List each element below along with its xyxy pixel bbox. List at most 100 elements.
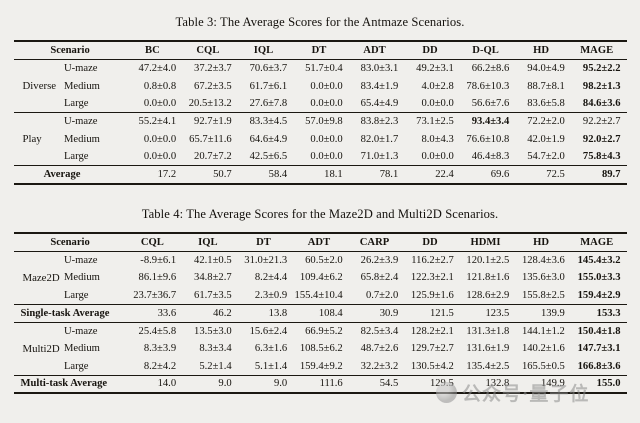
- average-row-label: Average: [43, 169, 81, 181]
- score-cell: 23.7±36.7: [133, 289, 177, 301]
- score-cell: 140.2±1.6: [521, 343, 565, 355]
- score-cell: 37.2±3.7: [194, 63, 232, 75]
- score-cell: 128.2±2.1: [410, 325, 454, 337]
- method-column-header: DD: [422, 236, 438, 248]
- score-cell: 0.0±0.0: [421, 151, 454, 163]
- maze-size-label: Large: [63, 151, 89, 163]
- score-cell: 56.6±7.6: [471, 97, 510, 109]
- score-cell: 75.8±4.3: [582, 151, 621, 163]
- score-cell: 108.5±6.2: [299, 343, 343, 355]
- score-cell: 32.2±3.2: [360, 360, 399, 372]
- average-score-cell: 33.6: [157, 307, 177, 319]
- score-cell: 155.4±10.4: [294, 289, 343, 301]
- average-score-cell: 108.4: [318, 307, 343, 319]
- score-cell: 46.4±8.3: [471, 151, 510, 163]
- maze-size-label: U-maze: [63, 116, 98, 128]
- score-cell: 73.1±2.5: [416, 116, 454, 128]
- method-column-header: MAGE: [580, 236, 614, 248]
- score-cell: 65.7±11.6: [189, 133, 232, 145]
- average-score-cell: 58.4: [268, 169, 288, 181]
- average-score-cell: 9.0: [218, 378, 232, 390]
- score-cell: 83.3±4.5: [249, 116, 288, 128]
- score-cell: 64.6±4.9: [249, 133, 288, 145]
- score-cell: 83.4±1.9: [360, 80, 399, 92]
- score-cell: 25.4±5.8: [138, 325, 177, 337]
- average-score-cell: 139.9: [541, 307, 565, 319]
- method-column-header: DT: [311, 45, 327, 56]
- score-cell: 83.8±2.3: [360, 116, 399, 128]
- score-cell: 2.3±0.9: [254, 289, 288, 301]
- table4-maze2d-multi2d-scores: Scenario CQL IQL DT ADT CARP DD HDMI HD MAGE Maze2…: [13, 231, 627, 395]
- score-cell: 121.8±1.6: [466, 272, 510, 284]
- table-row: Medium 86.1±9.6 34.8±2.7 8.2±4.4 109.4±6.2 65…: [14, 269, 627, 286]
- score-cell: 8.3±3.9: [143, 343, 177, 355]
- score-cell: 116.2±2.7: [411, 255, 454, 267]
- average-score-cell: 14.0: [157, 378, 177, 390]
- maze-size-label: Large: [63, 97, 89, 109]
- score-cell: 135.6±3.0: [521, 272, 565, 284]
- score-cell: 0.8±0.8: [143, 80, 177, 92]
- score-cell: 82.5±3.4: [360, 325, 399, 337]
- table3-antmaze-scores: Scenario BC CQL IQL DT ADT DD D-QL HD MAGE Diverse…: [13, 40, 627, 185]
- score-cell: 159.4±9.2: [299, 360, 343, 372]
- score-cell: 8.2±4.2: [143, 360, 177, 372]
- method-column-header: DD: [422, 45, 438, 56]
- table-row: Diverse U-maze 47.2±4.0 37.2±3.7 70.6±3.7 51.…: [14, 60, 627, 92]
- score-cell: 0.0±0.0: [143, 97, 177, 109]
- method-column-header: HD: [533, 236, 550, 248]
- score-cell: 0.0±0.0: [143, 133, 177, 145]
- method-column-header: HDMI: [470, 236, 501, 248]
- score-cell: 86.1±9.6: [138, 272, 177, 284]
- score-cell: 155.8±2.5: [521, 289, 565, 301]
- score-cell: -8.9±6.1: [140, 255, 177, 267]
- score-cell: 72.2±2.0: [527, 116, 565, 128]
- score-cell: 83.6±5.8: [527, 97, 565, 109]
- scenario-group-label: Multi2D: [22, 342, 60, 355]
- score-cell: 5.2±1.4: [199, 360, 232, 372]
- score-cell: 34.8±2.7: [194, 272, 232, 284]
- table-row: Medium 0.0±0.0 65.7±11.6 64.6±4.9 0.0±0.0 82.…: [14, 131, 627, 148]
- score-cell: 0.0±0.0: [310, 151, 343, 163]
- score-cell: 147.7±3.1: [577, 343, 621, 355]
- average-row-label: Single-task Average: [20, 307, 110, 319]
- score-cell: 83.0±3.1: [360, 63, 399, 75]
- score-cell: 65.4±4.9: [360, 97, 399, 109]
- header-row: Scenario CQL IQL DT ADT CARP DD HDMI HD MAGE: [13, 233, 627, 252]
- average-score-cell: 121.5: [429, 307, 454, 319]
- score-cell: 122.3±2.1: [410, 272, 454, 284]
- score-cell: 70.6±3.7: [249, 63, 288, 75]
- score-cell: 8.0±4.3: [421, 133, 454, 145]
- average-score-cell: 13.8: [268, 307, 288, 319]
- score-cell: 129.7±2.7: [410, 343, 454, 355]
- average-score-cell: 78.1: [379, 169, 399, 181]
- header-row: Scenario BC CQL IQL DT ADT DD D-QL HD MAGE: [13, 41, 627, 60]
- method-column-header: MAGE: [580, 45, 614, 56]
- average-score-cell: 22.4: [435, 169, 454, 181]
- score-cell: 57.0±9.8: [305, 116, 343, 128]
- average-score-cell: 149.9: [541, 378, 565, 390]
- score-cell: 135.4±2.5: [466, 360, 510, 372]
- maze-size-label: Medium: [63, 343, 100, 355]
- maze-size-label: U-maze: [63, 325, 98, 337]
- score-cell: 92.0±2.7: [582, 133, 621, 145]
- score-cell: 65.8±2.4: [360, 272, 399, 284]
- scenario-column-header: Scenario: [50, 236, 90, 248]
- score-cell: 66.9±5.2: [305, 325, 343, 337]
- method-column-header: D-QL: [472, 45, 499, 56]
- score-cell: 128.4±3.6: [521, 255, 565, 267]
- score-cell: 130.5±4.2: [410, 360, 454, 372]
- table-row: Multi2D U-maze 25.4±5.8 13.5±3.0 15.6±2.4 66.…: [14, 322, 627, 355]
- table-row: Medium 8.3±3.9 8.3±3.4 6.3±1.6 108.5±6.2 48.7…: [14, 340, 627, 357]
- average-score-cell: 9.0: [273, 378, 288, 390]
- scenario-group-label: Diverse: [22, 80, 57, 93]
- average-score-cell: 54.5: [379, 378, 399, 390]
- score-cell: 20.7±7.2: [194, 151, 232, 163]
- average-score-cell: 72.5: [546, 169, 565, 181]
- method-column-header: HD: [533, 45, 550, 56]
- average-score-cell: 30.9: [379, 307, 399, 319]
- average-score-cell: 89.7: [601, 169, 621, 181]
- score-cell: 0.0±0.0: [310, 133, 343, 145]
- score-cell: 94.0±4.9: [527, 63, 565, 75]
- score-cell: 88.7±8.1: [527, 80, 565, 92]
- scenario-group-label: Play: [22, 133, 42, 146]
